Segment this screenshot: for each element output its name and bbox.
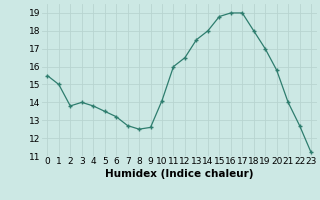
- X-axis label: Humidex (Indice chaleur): Humidex (Indice chaleur): [105, 169, 253, 179]
